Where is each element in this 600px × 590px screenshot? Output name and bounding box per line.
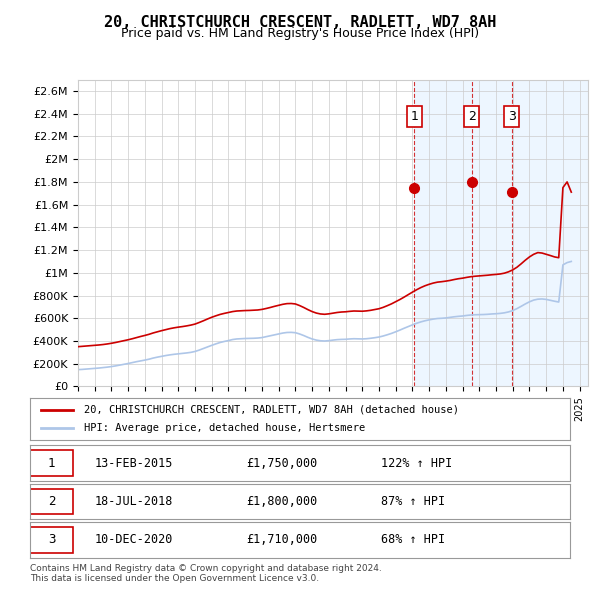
FancyBboxPatch shape: [30, 450, 73, 476]
Text: 13-FEB-2015: 13-FEB-2015: [95, 457, 173, 470]
Text: 20, CHRISTCHURCH CRESCENT, RADLETT, WD7 8AH (detached house): 20, CHRISTCHURCH CRESCENT, RADLETT, WD7 …: [84, 405, 459, 415]
FancyBboxPatch shape: [30, 489, 73, 514]
Text: 10-DEC-2020: 10-DEC-2020: [95, 533, 173, 546]
Text: £1,800,000: £1,800,000: [246, 495, 317, 508]
Text: £1,710,000: £1,710,000: [246, 533, 317, 546]
Bar: [512, 80, 588, 386]
Text: 87% ↑ HPI: 87% ↑ HPI: [381, 495, 445, 508]
Text: 3: 3: [48, 533, 55, 546]
Bar: [415, 80, 472, 386]
Text: 68% ↑ HPI: 68% ↑ HPI: [381, 533, 445, 546]
Text: 3: 3: [508, 110, 515, 123]
Text: 1: 1: [48, 457, 55, 470]
Text: £1,750,000: £1,750,000: [246, 457, 317, 470]
Bar: [472, 80, 512, 386]
Text: 1: 1: [410, 110, 418, 123]
Text: 122% ↑ HPI: 122% ↑ HPI: [381, 457, 452, 470]
Text: 2: 2: [467, 110, 476, 123]
Text: Contains HM Land Registry data © Crown copyright and database right 2024.
This d: Contains HM Land Registry data © Crown c…: [30, 563, 382, 583]
Text: HPI: Average price, detached house, Hertsmere: HPI: Average price, detached house, Hert…: [84, 423, 365, 433]
Text: 2: 2: [48, 495, 55, 508]
FancyBboxPatch shape: [30, 527, 73, 553]
Text: Price paid vs. HM Land Registry's House Price Index (HPI): Price paid vs. HM Land Registry's House …: [121, 27, 479, 40]
Text: 18-JUL-2018: 18-JUL-2018: [95, 495, 173, 508]
Text: 20, CHRISTCHURCH CRESCENT, RADLETT, WD7 8AH: 20, CHRISTCHURCH CRESCENT, RADLETT, WD7 …: [104, 15, 496, 30]
